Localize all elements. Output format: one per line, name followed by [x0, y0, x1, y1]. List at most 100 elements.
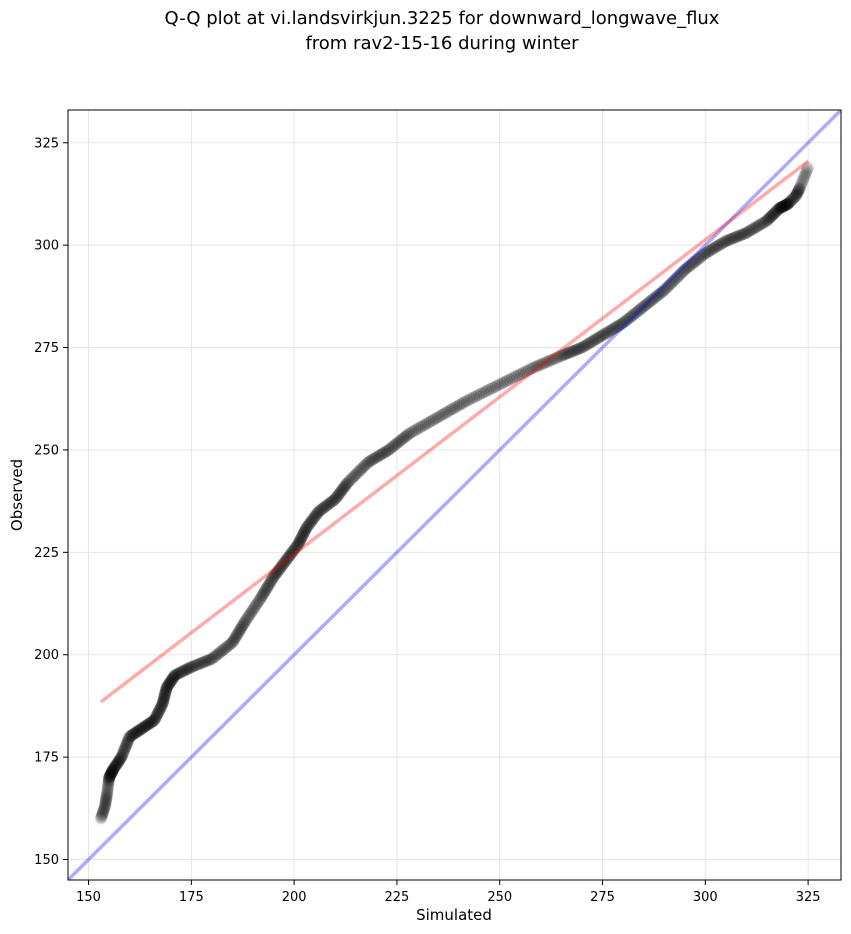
scatter-point: [598, 327, 611, 340]
scatter-point: [552, 351, 565, 364]
scatter-point: [299, 523, 312, 536]
scatter-point: [374, 448, 387, 461]
scatter-point: [357, 461, 370, 474]
scatter-point: [429, 412, 442, 425]
scatter-point: [786, 193, 799, 206]
scatter-point: [210, 648, 223, 661]
scatter-point: [718, 235, 731, 248]
scatter-point: [470, 390, 483, 403]
scatter-point: [203, 653, 216, 666]
scatter-point: [484, 382, 497, 395]
scatter-point: [714, 238, 727, 251]
scatter-point: [386, 440, 399, 453]
scatter-point: [431, 411, 444, 424]
scatter-point: [591, 332, 604, 345]
scatter-point: [302, 519, 315, 532]
scatter-point: [292, 536, 305, 549]
scatter-point: [772, 202, 785, 215]
scatter-point: [533, 359, 546, 372]
scatter-point: [191, 658, 204, 671]
y-axis: 150 175 200 225 250 275 300 325: [34, 136, 68, 868]
scatter-point: [684, 258, 697, 271]
scatter-point: [475, 387, 488, 400]
scatter-point: [259, 584, 272, 597]
scatter-point: [463, 393, 476, 406]
scatter-point: [188, 659, 201, 672]
scatter-point: [458, 395, 471, 408]
scatter-point: [108, 762, 121, 775]
scatter-point: [102, 779, 115, 792]
scatter-point: [154, 702, 167, 715]
scatter-point: [389, 438, 402, 451]
scatter-point: [631, 305, 644, 318]
grid: [68, 110, 841, 880]
scatter-point: [261, 581, 274, 594]
scatter-point: [293, 535, 306, 548]
scatter-point: [721, 234, 734, 247]
scatter-point: [171, 667, 184, 680]
scatter-point: [705, 243, 718, 256]
scatter-point: [324, 496, 337, 509]
scatter-point: [213, 646, 226, 659]
scatter-point: [601, 326, 614, 339]
scatter-point: [415, 420, 428, 433]
scatter-point: [294, 533, 307, 546]
scatter-point: [134, 723, 147, 736]
scatter-point: [109, 760, 122, 773]
scatter-point: [702, 245, 715, 258]
scatter-point: [561, 347, 574, 360]
scatter-point: [163, 677, 176, 690]
scatter-point: [145, 716, 158, 729]
scatter-point: [373, 449, 386, 462]
scatter-point: [323, 497, 336, 510]
scatter-point: [788, 191, 801, 204]
scatter-point: [284, 548, 297, 561]
scatter-point: [482, 384, 495, 397]
scatter-point: [270, 567, 283, 580]
scatter-point: [440, 406, 453, 419]
scatter-point: [799, 167, 812, 180]
scatter-point: [797, 171, 810, 184]
scatter-point: [99, 800, 112, 813]
scatter-point: [301, 520, 314, 533]
scatter-point: [251, 597, 264, 610]
scatter-point: [792, 185, 805, 198]
scatter-point: [94, 812, 107, 825]
scatter-point: [331, 490, 344, 503]
scatter-point: [780, 198, 793, 211]
scatter-point: [612, 319, 625, 332]
scatter-point: [237, 617, 250, 630]
scatter-point: [800, 164, 813, 177]
scatter-point: [144, 716, 157, 729]
scatter-point: [508, 371, 521, 384]
scatter-point: [603, 325, 616, 338]
scatter-point: [341, 477, 354, 490]
scatter-point: [569, 344, 582, 357]
scatter-point: [681, 261, 694, 274]
scatter-point: [184, 661, 197, 674]
scatter-point: [116, 747, 129, 760]
scatter-point: [101, 780, 114, 793]
scatter-point: [361, 456, 374, 469]
scatter-point: [95, 809, 108, 822]
x-tick-label: 250: [487, 890, 512, 905]
scatter-point: [100, 792, 113, 805]
scatter-point: [101, 781, 114, 794]
scatter-point: [122, 734, 135, 747]
scatter-point: [180, 663, 193, 676]
scatter-point: [96, 808, 109, 821]
scatter-point: [131, 725, 144, 738]
scatter-point: [139, 720, 152, 733]
scatter-point: [167, 670, 180, 683]
scatter-point: [784, 194, 797, 207]
scatter-point: [448, 401, 461, 414]
scatter-point: [582, 337, 595, 350]
scatter-point: [777, 200, 790, 213]
scatter-point: [99, 797, 112, 810]
scatter-point: [199, 655, 212, 668]
scatter-point: [376, 447, 389, 460]
scatter-point: [498, 375, 511, 388]
scatter-point: [795, 179, 807, 192]
scatter-point: [295, 531, 308, 543]
scatter-point: [124, 730, 137, 743]
